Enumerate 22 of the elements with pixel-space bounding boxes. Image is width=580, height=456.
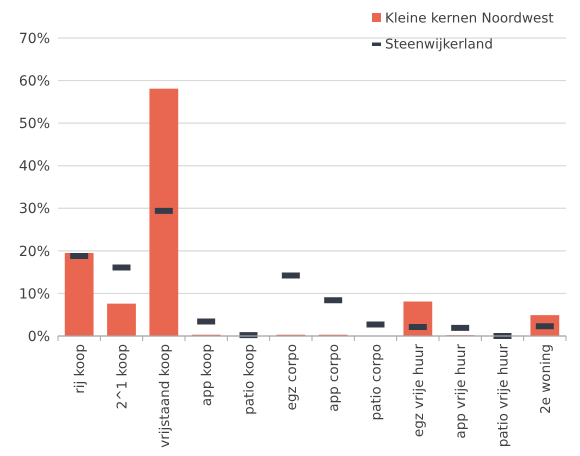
- x-tick-label: vrijstaand koop: [156, 344, 173, 448]
- y-tick-label: 0%: [28, 328, 50, 345]
- legend-label: Steenwijkerland: [385, 36, 493, 53]
- x-tick-label: egz vrije huur: [410, 344, 427, 438]
- x-tick-label: 2^1 koop: [114, 344, 130, 410]
- x-tick-label: app koop: [199, 344, 216, 406]
- legend-label: Kleine kernen Noordwest: [385, 10, 554, 27]
- y-tick-label: 20%: [18, 244, 50, 260]
- x-tick-label: patio koop: [242, 344, 258, 415]
- x-tick-label: patio corpo: [368, 344, 384, 420]
- x-tick-label: rij koop: [72, 344, 88, 394]
- y-tick-label: 60%: [18, 73, 50, 90]
- y-tick-label: 50%: [18, 116, 50, 132]
- x-tick-label: app corpo: [326, 344, 342, 412]
- x-tick-label: egz corpo: [284, 344, 300, 410]
- y-tick-label: 30%: [18, 201, 50, 218]
- x-tick-label: app vrije huur: [453, 344, 470, 439]
- y-tick-label: 70%: [18, 30, 50, 47]
- y-tick-label: 40%: [18, 158, 50, 175]
- x-tick-label: patio vrije huur: [496, 344, 512, 448]
- x-tick-label: 2e woning: [538, 344, 554, 414]
- y-tick-label: 10%: [18, 286, 50, 302]
